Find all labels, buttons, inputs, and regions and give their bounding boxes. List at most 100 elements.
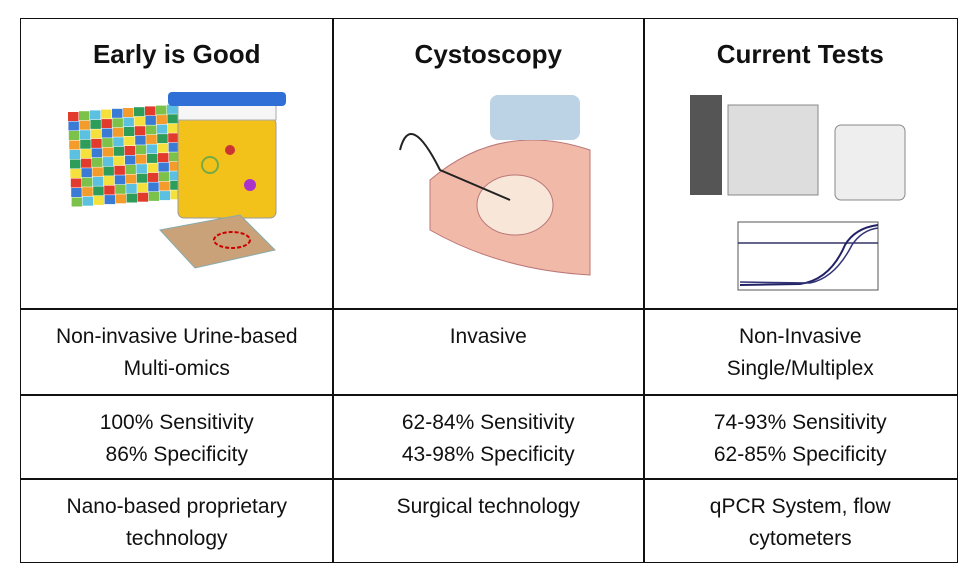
heatmap-cell <box>135 135 146 145</box>
heatmap-cell <box>124 146 136 155</box>
text-line: 43-98% Specificity <box>401 443 575 466</box>
heatmap-cell <box>159 191 171 201</box>
heatmap-cell <box>102 147 114 157</box>
column-title: Cystoscopy <box>414 39 562 69</box>
text-line: 62-84% Sensitivity <box>401 411 575 434</box>
text-line: Multi-omics <box>123 357 230 380</box>
heatmap-cell <box>114 165 125 175</box>
table-cell: Invasive <box>332 308 645 396</box>
heatmap-cell <box>93 186 104 196</box>
heatmap-cell <box>114 175 126 185</box>
heatmap-cell <box>124 136 135 146</box>
heatmap-cell <box>123 108 134 117</box>
text-line: Single/Multiplex <box>726 357 874 380</box>
heatmap-cell <box>148 191 160 201</box>
heatmap-cell <box>145 125 157 135</box>
heatmap-cell <box>70 159 81 169</box>
table-cell: Surgical technology <box>332 478 645 563</box>
heatmap-cell <box>167 114 178 124</box>
table-cell: Current Tests <box>643 18 958 310</box>
column-title: Early is Good <box>92 39 261 69</box>
heatmap-cell <box>68 131 80 140</box>
heatmap-cell <box>79 120 90 130</box>
heatmap-cell <box>136 164 147 174</box>
amplification-curve <box>739 227 879 284</box>
cell-text: Nano-based proprietary technology <box>21 479 333 555</box>
heatmap-cell <box>170 190 182 200</box>
heatmap-cell <box>69 150 81 159</box>
text-line: cytometers <box>748 527 852 550</box>
heatmap-cell <box>158 162 169 172</box>
heatmap-cell <box>81 158 92 168</box>
scope <box>399 133 511 201</box>
heatmap-cell <box>137 192 149 202</box>
text-line: Invasive <box>449 325 527 348</box>
table-cell: Early is Good <box>20 18 334 310</box>
heatmap-cell <box>123 127 135 136</box>
text-line: 86% Specificity <box>105 443 248 466</box>
heatmap-cell <box>145 106 156 116</box>
heatmap <box>68 104 182 207</box>
heatmap-cell <box>112 127 124 137</box>
heatmap-cell <box>91 138 102 148</box>
heatmap-cell <box>169 171 181 181</box>
heatmap-cell <box>168 142 180 152</box>
text-line: 74-93% Sensitivity <box>713 411 887 434</box>
heatmap-cell <box>145 115 156 125</box>
table-cell: 100% Sensitivity 86% Specificity <box>20 394 334 480</box>
heatmap-cell <box>68 121 79 131</box>
amplification-curve <box>739 224 879 286</box>
heatmap-cell <box>92 157 103 167</box>
text-line: 100% Sensitivity <box>99 411 254 434</box>
heatmap-cell <box>101 119 112 129</box>
procedure-scene <box>490 95 580 140</box>
heatmap-cell <box>90 110 101 120</box>
heatmap-cell <box>91 148 103 158</box>
heatmap-cell <box>92 176 104 186</box>
text-line: Non-invasive Urine-based <box>55 325 298 348</box>
heatmap-cell <box>126 193 138 203</box>
heatmap-cell <box>69 140 80 150</box>
heatmap-cell <box>169 161 180 171</box>
table-cell: Non-Invasive Single/Multiplex <box>643 308 958 396</box>
heatmap-cell <box>71 188 82 197</box>
cell-text: 62-84% Sensitivity 43-98% Specificity <box>333 395 644 471</box>
heatmap-cell <box>158 172 170 182</box>
cell-text: 74-93% Sensitivity 62-85% Specificity <box>644 395 957 471</box>
heatmap-cell <box>126 184 137 193</box>
heatmap-cell <box>125 165 136 174</box>
column-title: Current Tests <box>716 39 884 69</box>
jar-lid <box>168 92 286 106</box>
instrument <box>690 95 722 195</box>
text-line: Non-Invasive <box>738 325 862 348</box>
heatmap-cell <box>90 119 101 129</box>
heatmap-cell <box>169 152 180 162</box>
text-line: Nano-based proprietary <box>66 495 288 518</box>
cell-text: Surgical technology <box>333 479 644 523</box>
heatmap-cell <box>125 174 137 184</box>
cell-text: Non-invasive Urine-based Multi-omics <box>21 309 333 385</box>
heatmap-cell <box>125 155 136 165</box>
heatmap-cell <box>114 156 125 166</box>
heatmap-cell <box>70 178 82 188</box>
heatmap-cell <box>79 111 90 121</box>
heatmap-cell <box>104 185 115 195</box>
highlight <box>213 231 251 249</box>
molecule <box>244 179 256 191</box>
heatmap-cell <box>134 107 145 117</box>
heatmap-cell <box>80 149 92 159</box>
heatmap-cell <box>103 157 114 167</box>
jar <box>177 117 277 219</box>
heatmap-cell <box>168 133 179 143</box>
heatmap-cell <box>136 154 147 164</box>
text-line: qPCR System, flow <box>709 495 891 518</box>
heatmap-cell <box>68 112 79 121</box>
bladder <box>476 174 554 236</box>
table-cell: Nano-based proprietary technology <box>20 478 334 563</box>
heatmap-cell <box>147 172 159 182</box>
heatmap-cell <box>115 194 127 204</box>
heatmap-cell <box>81 168 92 178</box>
heatmap-cell <box>102 138 113 148</box>
heatmap-cell <box>146 134 157 144</box>
